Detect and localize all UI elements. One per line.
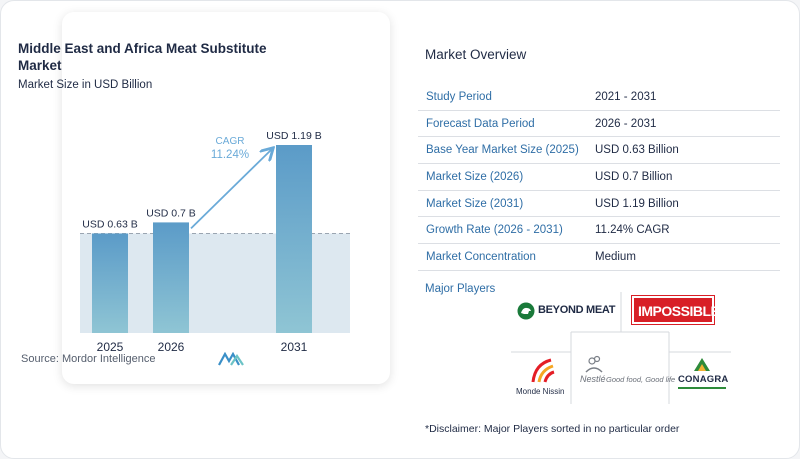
beyond-meat-logo: BEYOND MEAT xyxy=(517,300,617,322)
major-players-label: Major Players xyxy=(425,283,496,295)
overview-row: Market Concentration Medium xyxy=(418,244,780,271)
beyond-meat-icon xyxy=(517,302,535,320)
data-label-2031: USD 1.19 B xyxy=(266,130,321,142)
overview-row: Study Period 2021 - 2031 xyxy=(418,84,780,111)
cagr-arrow xyxy=(190,149,272,230)
chart-subtitle: Market Size in USD Billion xyxy=(18,79,153,91)
impossible-text: IMPOSSIBLE xyxy=(638,303,720,319)
bar-2031 xyxy=(276,145,312,333)
mordor-logo-icon xyxy=(218,352,244,366)
overview-row: Growth Rate (2026 - 2031) 11.24% CAGR xyxy=(418,217,780,245)
monde-nissin-icon xyxy=(531,358,555,383)
conagra-logo: CONAGRA xyxy=(674,356,732,396)
market-overview-title: Market Overview xyxy=(425,47,527,62)
nestle-tagline: Good food, Good life xyxy=(606,375,676,384)
overview-row: Market Size (2026) USD 0.7 Billion xyxy=(418,164,780,191)
data-label-2026: USD 0.7 B xyxy=(146,207,196,219)
conagra-icon xyxy=(694,358,710,371)
row-value: 2021 - 2031 xyxy=(595,90,657,103)
nestle-logo: Nestlé Good food, Good life xyxy=(580,350,675,400)
players-grid xyxy=(511,292,731,404)
overview-row: Forecast Data Period 2026 - 2031 xyxy=(418,111,780,138)
row-label: Study Period xyxy=(426,90,492,103)
row-value: 2026 - 2031 xyxy=(595,117,657,130)
disclaimer-text: *Disclaimer: Major Players sorted in no … xyxy=(425,423,680,435)
overview-row: Market Size (2031) USD 1.19 Billion xyxy=(418,191,780,218)
row-value: Medium xyxy=(595,250,636,263)
row-label: Market Size (2026) xyxy=(426,170,524,183)
chart-card: USD 0.63 B 2025 USD 0.7 B 2026 USD 1.19 B 203… xyxy=(62,12,390,384)
bar-chart: USD 0.63 B 2025 USD 0.7 B 2026 USD 1.19 B 203… xyxy=(80,130,352,354)
row-value: USD 1.19 Billion xyxy=(595,197,679,210)
cagr-label: CAGR xyxy=(216,136,245,147)
conagra-text: CONAGRA xyxy=(678,374,729,385)
beyond-meat-text: BEYOND MEAT xyxy=(538,304,616,316)
monde-nissin-text: Monde Nissin xyxy=(516,387,565,396)
row-value: USD 0.7 Billion xyxy=(595,170,673,183)
nestle-nest-icon xyxy=(585,355,603,373)
x-tick-2031: 2031 xyxy=(281,340,308,354)
row-label: Base Year Market Size (2025) xyxy=(426,144,579,157)
row-value: 11.24% CAGR xyxy=(595,224,670,237)
bar-2025 xyxy=(92,233,128,333)
nestle-text: Nestlé xyxy=(580,374,606,384)
row-value: USD 0.63 Billion xyxy=(595,144,679,157)
cagr-value: 11.24% xyxy=(211,149,249,161)
row-label: Market Concentration xyxy=(426,250,536,263)
x-tick-2026: 2026 xyxy=(158,340,185,354)
chart-title: Middle East and Africa Meat Substitute M… xyxy=(18,41,267,73)
row-label: Growth Rate (2026 - 2031) xyxy=(426,224,563,237)
x-tick-2025: 2025 xyxy=(97,340,124,354)
market-overview-table: Study Period 2021 - 2031 Forecast Data P… xyxy=(418,84,780,271)
monde-nissin-logo: Monde Nissin xyxy=(514,358,570,400)
bar-2026 xyxy=(153,222,189,333)
source-text: Source: Mordor Intelligence xyxy=(21,353,156,365)
impossible-logo: IMPOSSIBLE xyxy=(631,295,720,325)
data-label-2025: USD 0.63 B xyxy=(82,218,137,230)
row-label: Forecast Data Period xyxy=(426,117,535,130)
overview-row: Base Year Market Size (2025) USD 0.63 Bi… xyxy=(418,137,780,165)
row-label: Market Size (2031) xyxy=(426,197,524,210)
conagra-underline xyxy=(678,387,726,389)
